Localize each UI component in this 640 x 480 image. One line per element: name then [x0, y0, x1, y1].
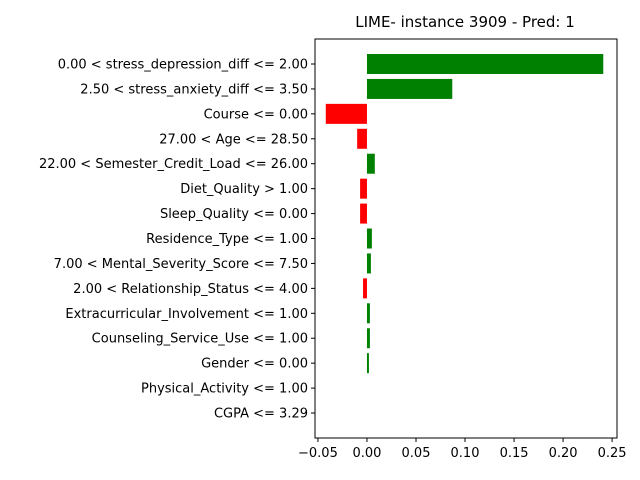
y-tick-label-5: Diet_Quality > 1.00 — [180, 182, 308, 197]
bar-10 — [366, 303, 370, 324]
y-tick-label-9: 2.00 < Relationship_Status <= 4.00 — [73, 282, 308, 297]
y-tick-label-7: Residence_Type <= 1.00 — [146, 232, 308, 247]
bar-0 — [366, 54, 604, 74]
y-tick-label-4: 22.00 < Semester_Credit_Load <= 26.00 — [39, 157, 308, 172]
bar-8 — [366, 253, 371, 274]
y-tick-label-0: 0.00 < stress_depression_diff <= 2.00 — [58, 58, 308, 73]
bar-9 — [363, 278, 367, 299]
x-tick-label-3: 0.10 — [451, 446, 480, 461]
bar-12 — [366, 353, 369, 374]
bar-7 — [366, 228, 372, 249]
x-tick-label-6: 0.25 — [598, 446, 627, 461]
y-tick-label-10: Extracurricular_Involvement <= 1.00 — [65, 307, 308, 322]
x-tick-label-5: 0.20 — [549, 446, 578, 461]
bar-3 — [357, 128, 367, 149]
y-tick-label-12: Gender <= 0.00 — [201, 357, 308, 372]
x-tick-label-2: 0.05 — [402, 446, 431, 461]
chart-title: LIME- instance 3909 - Pred: 1 — [355, 13, 575, 31]
bar-11 — [366, 328, 370, 349]
y-tick-label-2: Course <= 0.00 — [204, 107, 308, 122]
y-tick-label-14: CGPA <= 3.29 — [214, 407, 308, 422]
x-tick-label-4: 0.15 — [500, 446, 529, 461]
y-tick-label-3: 27.00 < Age <= 28.50 — [159, 132, 308, 147]
x-tick-label-1: 0.00 — [352, 446, 381, 461]
bar-6 — [360, 203, 367, 224]
y-tick-label-8: 7.00 < Mental_Severity_Score <= 7.50 — [54, 257, 308, 272]
bar-5 — [360, 178, 367, 199]
y-tick-label-11: Counseling_Service_Use <= 1.00 — [92, 332, 308, 347]
y-tick-label-1: 2.50 < stress_anxiety_diff <= 3.50 — [80, 82, 308, 97]
y-tick-label-13: Physical_Activity <= 1.00 — [141, 382, 308, 397]
bar-1 — [366, 78, 453, 99]
bar-4 — [366, 153, 375, 174]
plot-frame — [314, 38, 618, 439]
bar-2 — [325, 103, 367, 124]
x-tick-label-0: −0.05 — [298, 446, 338, 461]
y-tick-label-6: Sleep_Quality <= 0.00 — [160, 207, 308, 222]
